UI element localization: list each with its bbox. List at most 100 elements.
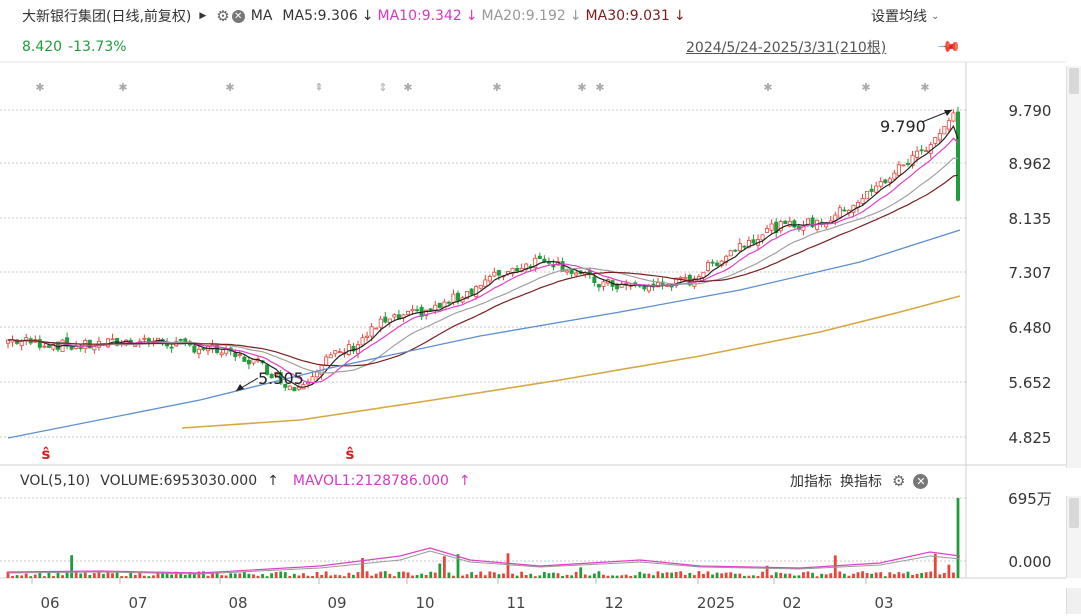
- volume-bar: [515, 575, 519, 578]
- candle-body: [92, 346, 97, 351]
- split-marker-icon: ŝ: [42, 445, 51, 463]
- volume-arrow-icon: ↑: [267, 473, 279, 489]
- volume-bar: [611, 575, 614, 578]
- candle-body: [410, 308, 415, 312]
- volume-bar: [315, 572, 319, 578]
- candle-body: [510, 267, 515, 275]
- candle-body: [110, 338, 115, 341]
- current-price: 8.420: [22, 39, 63, 55]
- candle-body: [942, 126, 947, 135]
- volume-bar: [52, 576, 55, 578]
- volume-bar: [238, 573, 242, 578]
- volume-bar: [570, 575, 574, 578]
- volume-bar: [215, 572, 219, 578]
- volume-bar: [706, 571, 710, 578]
- candle-body: [769, 223, 774, 231]
- volume-bar: [347, 572, 351, 578]
- volume-bar: [311, 575, 314, 578]
- candle-body: [383, 316, 388, 323]
- volume-bar: [329, 575, 333, 578]
- volume-bar: [179, 572, 183, 578]
- volume-bar: [452, 575, 455, 578]
- candles: [6, 106, 961, 392]
- candle-body: [424, 309, 429, 317]
- volume-bar: [156, 572, 160, 578]
- volume-gear-icon[interactable]: ⚙: [892, 472, 906, 490]
- dropdown-triangle-icon[interactable]: ▶: [199, 11, 207, 21]
- candle-body: [478, 284, 483, 289]
- candle-body: [537, 255, 542, 260]
- candle-body: [706, 261, 711, 272]
- volume-bar: [529, 573, 533, 578]
- volume-bar: [538, 575, 542, 578]
- volume-bar: [811, 572, 814, 578]
- volume-bar: [383, 571, 387, 578]
- main-scrollbar[interactable]: [1066, 66, 1081, 468]
- bottom-scrollbar[interactable]: [1066, 588, 1081, 614]
- volume-bar: [161, 572, 164, 578]
- volume-bar: [147, 576, 151, 578]
- volume-bar: [433, 572, 437, 578]
- candle-body: [310, 376, 315, 383]
- volume-bar: [456, 554, 460, 578]
- mavol2-line: [7, 550, 961, 575]
- candle-body: [269, 373, 274, 379]
- mavol1-line: [7, 547, 961, 574]
- volume-bar: [292, 573, 296, 578]
- volume-bar: [497, 574, 501, 578]
- ma-label: MA: [250, 8, 273, 24]
- volume-bar: [270, 573, 274, 578]
- candle-body: [346, 344, 351, 355]
- y-tick-label: 5.652: [1009, 374, 1052, 392]
- switch-indicator-button[interactable]: 换指标: [840, 474, 882, 490]
- candle-body: [178, 339, 183, 341]
- date-range[interactable]: 2024/5/24-2025/3/31(210根): [686, 38, 886, 56]
- volume-bar: [324, 571, 328, 578]
- add-indicator-button[interactable]: 加指标: [790, 474, 832, 490]
- volume-bar: [915, 573, 919, 578]
- volume-scrollbar[interactable]: [1066, 496, 1081, 578]
- volume-y-tick-label: 695万: [1008, 490, 1052, 508]
- price-info: 8.420 -13.73%: [22, 38, 127, 56]
- volume-bar: [638, 571, 642, 578]
- candle-body: [328, 354, 333, 359]
- volume-bar: [120, 576, 124, 578]
- main-scrollbar-thumb[interactable]: [1069, 68, 1079, 94]
- candle-body: [724, 255, 729, 263]
- event-marker-icon: ⇞: [314, 81, 323, 94]
- candle-body: [378, 318, 383, 328]
- volume-bar: [479, 571, 483, 578]
- volume-scrollbar-thumb[interactable]: [1069, 498, 1079, 528]
- volume-close-icon[interactable]: ✕: [913, 473, 929, 489]
- volume-bar: [306, 575, 310, 578]
- volume-bar: [224, 575, 228, 578]
- candle-body: [487, 276, 492, 282]
- volume-bar: [70, 555, 74, 578]
- month-label: 06: [40, 594, 59, 612]
- candle-body: [878, 181, 883, 187]
- volume-bar: [506, 553, 510, 578]
- volume-bar: [274, 572, 278, 578]
- volume-bar: [552, 572, 555, 578]
- candle-body: [278, 372, 283, 384]
- volume-bar: [333, 574, 337, 578]
- volume-bar: [133, 574, 137, 578]
- settings-ma-button[interactable]: 设置均线 ⌄: [871, 6, 939, 26]
- candle-body: [542, 258, 547, 263]
- volume-bar: [83, 571, 87, 578]
- mavol1-value: MAVOL1:2128786.000: [292, 473, 449, 489]
- volume-bar: [388, 573, 392, 578]
- candle-body: [937, 133, 942, 141]
- volume-bar: [897, 572, 901, 578]
- volume-bar: [692, 575, 696, 578]
- volume-bar: [824, 574, 828, 578]
- candle-body: [142, 337, 147, 340]
- volume-bar: [202, 571, 205, 578]
- close-circle-icon[interactable]: ✕: [231, 9, 245, 23]
- volume-bar: [783, 573, 787, 578]
- candle-body: [483, 279, 488, 288]
- gear-icon[interactable]: ⚙: [216, 7, 230, 25]
- volume-bar: [211, 572, 214, 578]
- candle-body: [924, 150, 929, 153]
- candle-body: [392, 314, 397, 318]
